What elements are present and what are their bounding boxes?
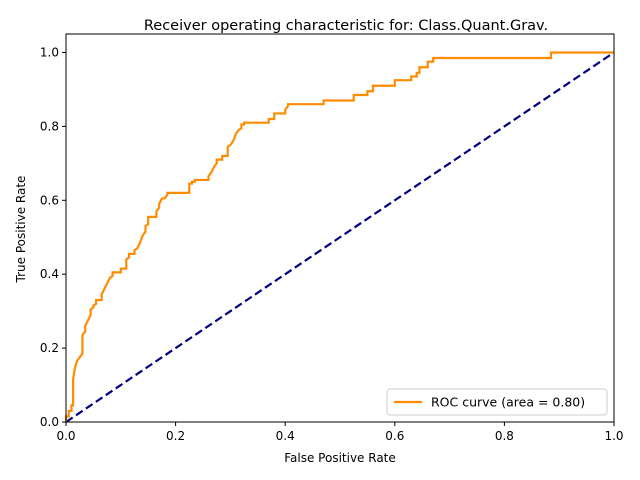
x-tick-label: 0.4 [276,429,295,443]
y-axis-label: True Positive Rate [14,176,28,284]
x-tick-label: 1.0 [604,429,623,443]
y-tick-label: 1.0 [40,45,59,59]
chance-diagonal-line [65,51,615,423]
legend: ROC curve (area = 0.80) [386,388,608,416]
chart-title: Receiver operating characteristic for: C… [144,18,548,34]
legend-label-roc-curve: ROC curve (area = 0.80) [431,395,585,410]
roc-curve-line [65,51,614,422]
y-tick-label: 0.0 [40,415,59,429]
legend-box [386,388,608,416]
y-tick-label: 0.2 [40,341,59,355]
plot-area [65,33,615,423]
axes-frame [65,33,615,423]
x-tick-label: 0.2 [166,429,185,443]
y-tick-label: 0.6 [40,193,59,207]
x-tick-label: 0.0 [56,429,75,443]
x-axis-label: False Positive Rate [284,451,396,465]
y-tick-label: 0.8 [40,119,59,133]
x-axis-ticks: 0.0 0.2 0.4 0.6 0.8 1.0 [56,422,624,443]
series-layer [65,51,615,423]
x-tick-label: 0.6 [385,429,404,443]
x-tick-label: 0.8 [495,429,514,443]
y-tick-label: 0.4 [40,267,59,281]
y-axis-ticks: 0.0 0.2 0.4 0.6 0.8 1.0 [40,45,66,429]
